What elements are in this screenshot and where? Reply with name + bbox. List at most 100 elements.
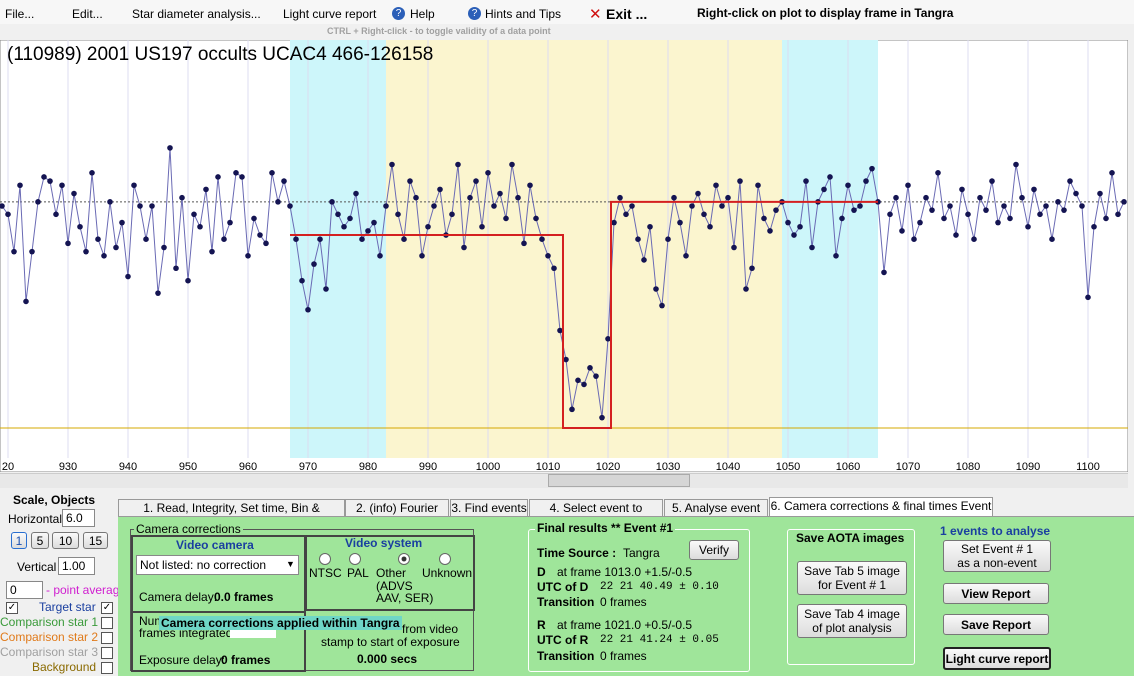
data-point: [695, 190, 701, 197]
group-title: Save AOTA images: [796, 531, 905, 545]
tab[interactable]: 3. Find events: [450, 499, 528, 517]
menu-item[interactable]: File...: [5, 7, 35, 21]
group-title: Final results ** Event #1: [535, 521, 676, 535]
data-point: [845, 182, 851, 189]
tab[interactable]: 4. Select event to analyse: [529, 499, 663, 532]
data-point: [923, 194, 929, 201]
data-point: [299, 277, 305, 284]
menu-item[interactable]: Edit...: [72, 7, 103, 21]
menu-item[interactable]: Light curve report: [283, 7, 377, 21]
data-point: [725, 194, 731, 201]
data-point: [821, 186, 827, 193]
checkbox[interactable]: [101, 632, 113, 644]
tab[interactable]: 5. Analyse event #1: [664, 499, 768, 532]
horizontal-input[interactable]: 6.0: [62, 509, 95, 527]
button-text: Save Tab 4 image: [804, 607, 900, 621]
label: - point average: [46, 583, 127, 597]
average-select[interactable]: 0: [6, 581, 43, 599]
scroll-thumb[interactable]: [548, 474, 690, 487]
tab[interactable]: 2. (info) Fourier plot: [345, 499, 449, 532]
data-point: [893, 194, 899, 201]
data-point: [71, 190, 77, 197]
data-point: [461, 244, 467, 251]
data-point: [413, 194, 419, 201]
data-point: [1031, 186, 1037, 193]
scale-button[interactable]: 10: [52, 532, 79, 549]
data-point: [1055, 199, 1061, 205]
data-point: [53, 211, 59, 218]
data-point: [83, 248, 89, 255]
checkbox[interactable]: ✓: [6, 602, 18, 614]
scale-button[interactable]: 1: [11, 532, 27, 549]
data-point: [227, 219, 233, 226]
view-report-button[interactable]: View Report: [943, 583, 1049, 604]
data-point: [23, 298, 29, 305]
data-point: [149, 203, 155, 209]
data-point: [281, 178, 287, 184]
x-tick-label: 990: [419, 461, 437, 472]
light-curve-report-button[interactable]: Light curve report: [943, 647, 1051, 670]
data-point: [419, 253, 425, 259]
data-point: [731, 244, 737, 251]
radio[interactable]: [349, 553, 361, 565]
events-count: 1 events to analyse: [940, 524, 1051, 538]
label: PAL: [347, 566, 369, 580]
checkbox[interactable]: [101, 662, 113, 674]
tab-active[interactable]: 6. Camera corrections & final times Even…: [769, 497, 993, 530]
data-point: [827, 174, 833, 180]
radio[interactable]: [398, 553, 410, 565]
value: at frame 1013.0 +1.5/-0.5: [557, 565, 693, 579]
data-point: [113, 244, 119, 251]
light-curve-plot[interactable]: 20 930 940 950 960 970 980 990 1000 1010 1020 1030 1…: [0, 40, 1128, 472]
save-tab5-button[interactable]: Save Tab 5 image for Event # 1: [797, 561, 907, 595]
data-point: [737, 178, 743, 184]
data-point: [1037, 211, 1043, 218]
model-line: [289, 200, 878, 430]
data-point: [623, 211, 629, 218]
plot-hint: Right-click on plot to display frame in …: [697, 6, 954, 20]
x-tick-label: 1040: [716, 461, 740, 472]
scale-button[interactable]: 15: [83, 532, 108, 549]
data-point: [689, 203, 695, 209]
radio[interactable]: [439, 553, 451, 565]
data-point: [143, 236, 149, 242]
menu-item[interactable]: Star diameter analysis...: [132, 7, 261, 21]
data-point: [935, 170, 941, 176]
menu-item[interactable]: Hints and Tips: [485, 7, 562, 21]
data-point: [5, 211, 11, 218]
data-point: [509, 161, 515, 168]
checkbox[interactable]: ✓: [101, 602, 113, 614]
data-point: [587, 365, 593, 371]
label: AAV, SER): [376, 591, 434, 605]
tab[interactable]: 1. Read, Integrity, Set time, Bin & norm…: [118, 499, 345, 532]
menu-item[interactable]: Help: [410, 7, 435, 21]
x-tick-label: 1010: [536, 461, 560, 472]
data-point: [983, 207, 989, 213]
data-point: [557, 327, 563, 334]
non-event-button[interactable]: Set Event # 1 as a non-event: [943, 540, 1051, 572]
vertical-input[interactable]: 1.00: [58, 557, 95, 575]
shaded-region: [781, 40, 878, 458]
label: Horizontal: [8, 512, 63, 526]
data-point: [215, 174, 221, 180]
data-point: [137, 203, 143, 209]
data-point: [899, 228, 905, 234]
verify-button[interactable]: Verify: [689, 540, 739, 560]
save-report-button[interactable]: Save Report: [943, 614, 1049, 635]
save-tab4-button[interactable]: Save Tab 4 image of plot analysis: [797, 604, 907, 638]
data-point: [341, 223, 347, 230]
input[interactable]: [230, 629, 276, 638]
checkbox[interactable]: [101, 617, 113, 629]
data-point: [1121, 199, 1127, 205]
menu-exit[interactable]: Exit ...: [606, 6, 648, 22]
radio[interactable]: [319, 553, 331, 565]
camera-select[interactable]: Not listed: no correction: [136, 555, 299, 575]
data-point: [605, 336, 611, 342]
button-text: Save Tab 5 image: [804, 564, 900, 578]
data-point: [455, 161, 461, 168]
data-point: [323, 286, 329, 292]
checkbox[interactable]: [101, 647, 113, 659]
data-point: [95, 236, 101, 242]
data-point: [881, 269, 887, 276]
scale-button[interactable]: 5: [31, 532, 49, 549]
